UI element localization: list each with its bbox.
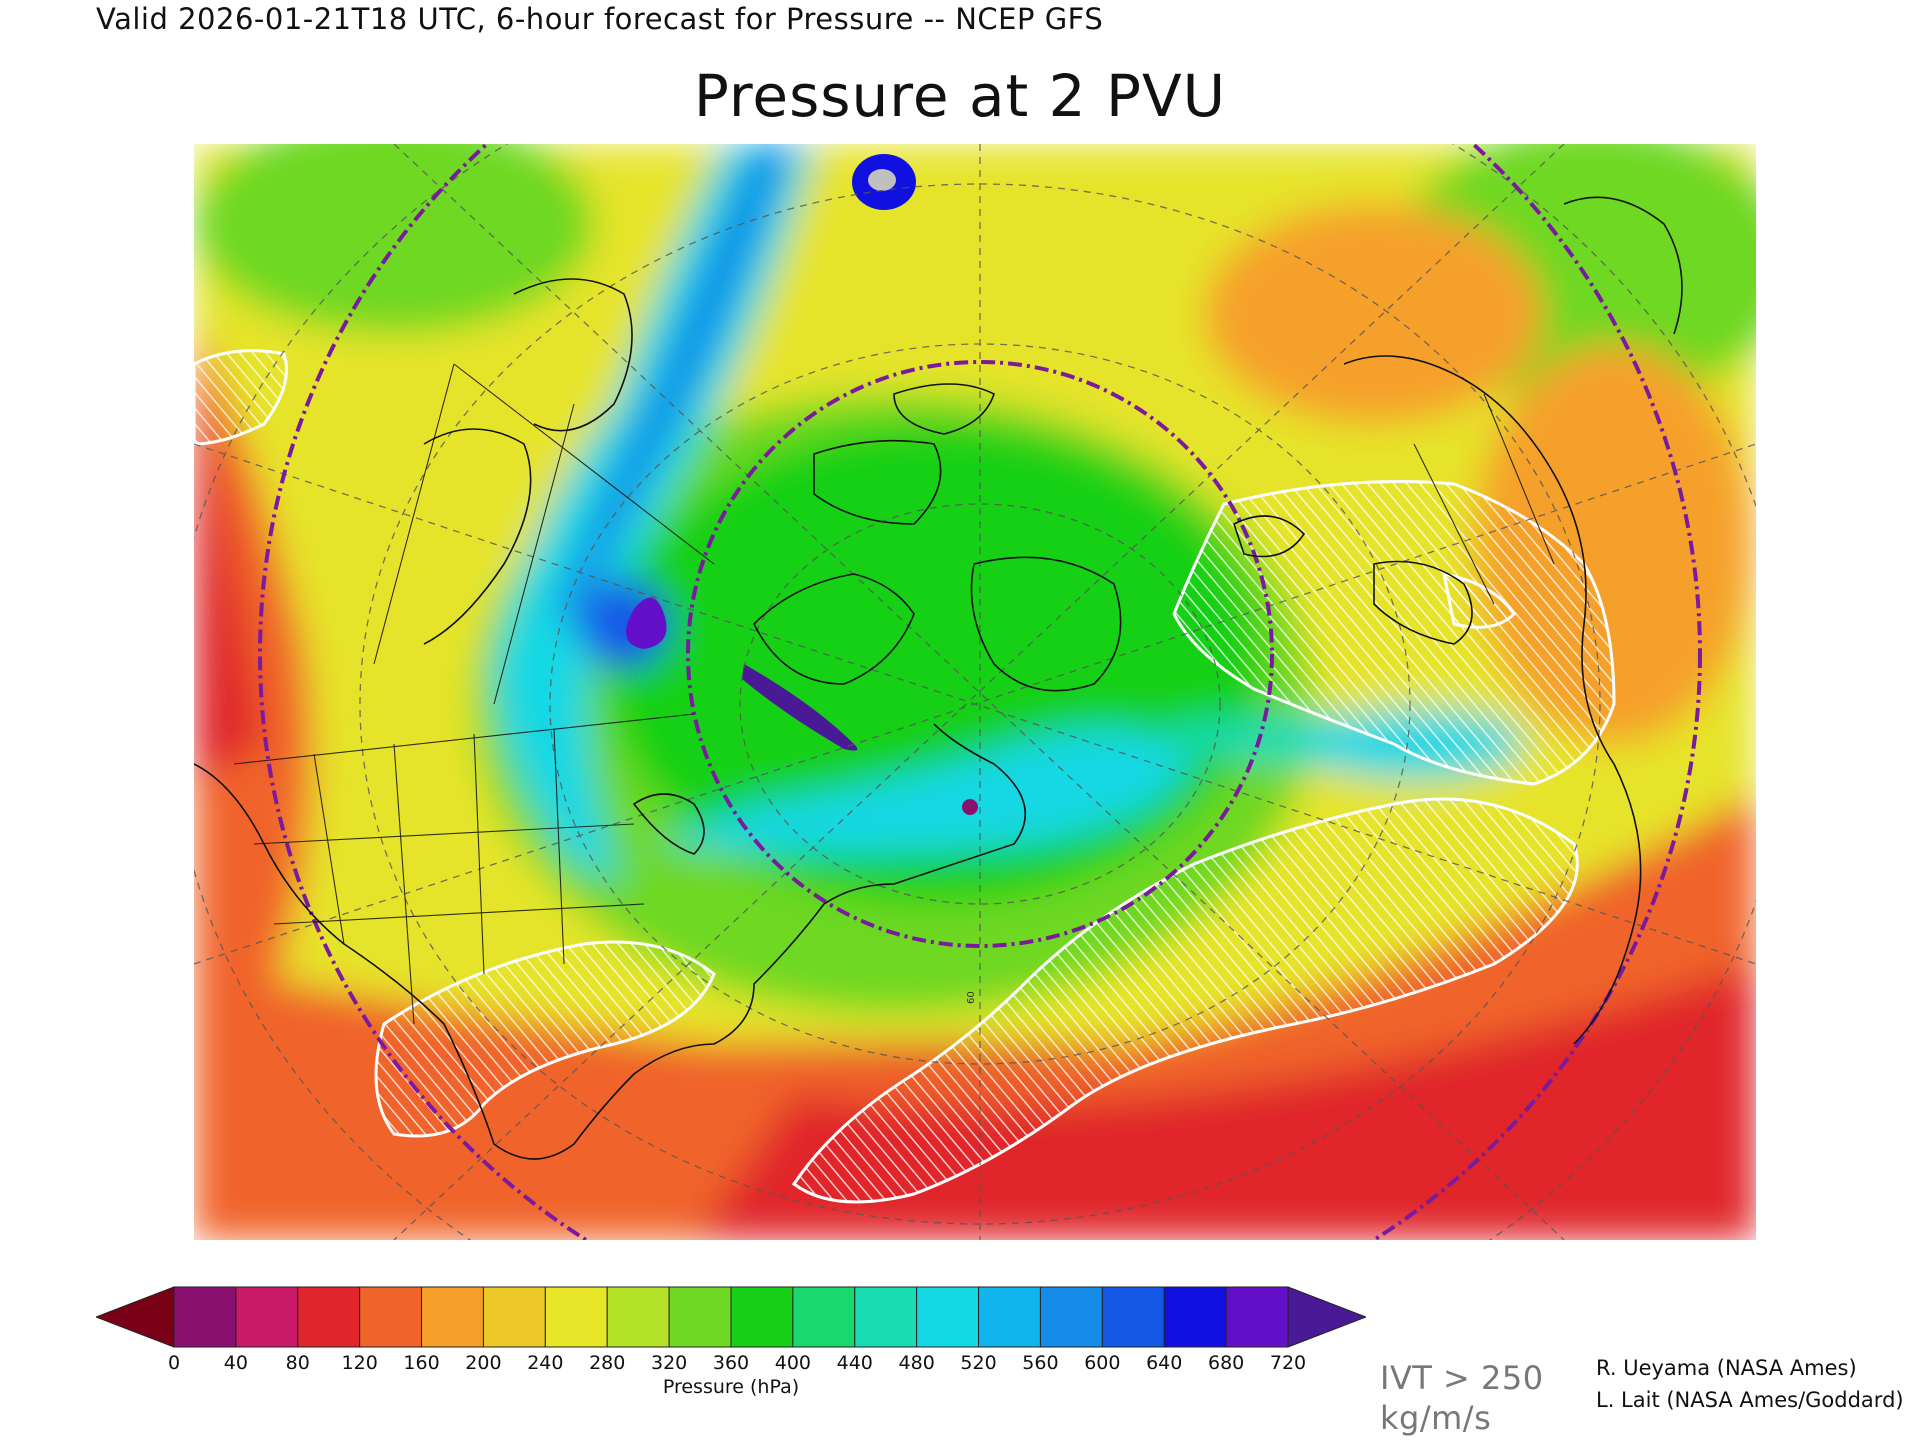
colorbar-tick-label: 520 [960, 1352, 997, 1374]
pressure-map: 60 [194, 144, 1756, 1240]
colorbar-segment [1163, 1286, 1227, 1348]
colorbar-tick-label: 280 [589, 1352, 626, 1374]
colorbar-segment [421, 1286, 484, 1348]
colorbar-segment [173, 1286, 237, 1348]
colorbar-segment [792, 1286, 856, 1348]
colorbar-segment [359, 1286, 423, 1348]
colorbar-tick-label: 360 [712, 1352, 750, 1374]
colorbar-tick-label: 680 [1207, 1352, 1245, 1374]
colorbar-tick-label: 720 [1269, 1352, 1307, 1374]
valid-time-header: Valid 2026-01-21T18 UTC, 6-hour forecast… [96, 2, 1104, 36]
colorbar-tick-label: 0 [167, 1352, 181, 1374]
colorbar-tick-label: 640 [1146, 1352, 1183, 1374]
colorbar-segment [482, 1286, 546, 1348]
colorbar-segment [606, 1286, 670, 1348]
colorbar-segment [235, 1286, 299, 1348]
colorbar-segment [1225, 1286, 1289, 1348]
colorbar-tick-label: 200 [465, 1352, 502, 1374]
colorbar-tick-label: 480 [898, 1352, 935, 1374]
colorbar-segment [730, 1286, 794, 1348]
colorbar-segment [297, 1286, 361, 1348]
colorbar-segment [544, 1286, 608, 1348]
colorbar-tick-label: 240 [527, 1352, 564, 1374]
credit-line-1: R. Ueyama (NASA Ames) [1596, 1356, 1857, 1380]
chart-title: Pressure at 2 PVU [693, 62, 1227, 130]
ivt-legend: IVT > 250 kg/m/s [1380, 1358, 1544, 1438]
colorbar-tick-label: 120 [341, 1352, 378, 1374]
credit-line-2: L. Lait (NASA Ames/Goddard) [1596, 1388, 1904, 1412]
colorbar-tick-label: 320 [650, 1352, 688, 1374]
colorbar-segment [668, 1286, 732, 1348]
colorbar-extend-high [1287, 1286, 1366, 1348]
ivt-units: kg/m/s [1380, 1399, 1492, 1437]
colorbar-segment [854, 1286, 918, 1348]
colorbar-tick-label: 40 [223, 1352, 248, 1374]
colorbar-tick-label: 440 [836, 1352, 873, 1374]
colorbar-tick-label: 80 [285, 1352, 310, 1374]
colorbar-tick-label: 160 [403, 1352, 440, 1374]
colorbar [96, 1286, 1366, 1348]
colorbar-segment [978, 1286, 1041, 1348]
colorbar-segment [1101, 1286, 1165, 1348]
colorbar-tick-label: 400 [774, 1352, 812, 1374]
grid-label: 60 [966, 991, 977, 1004]
colorbar-segment [1039, 1286, 1103, 1348]
colorbar-extend-low [96, 1286, 175, 1348]
colorbar-tick-label: 600 [1084, 1352, 1121, 1374]
credits: R. Ueyama (NASA Ames) L. Lait (NASA Ames… [1596, 1352, 1904, 1416]
colorbar-ticks: 0 40 80 120 160 200 240 280 320 360 400 440 480 520 56… [0, 1352, 1400, 1376]
colorbar-tick-label: 560 [1022, 1352, 1059, 1374]
colorbar-label: Pressure (hPa) [662, 1376, 800, 1398]
ivt-threshold: IVT > 250 [1380, 1359, 1544, 1397]
colorbar-segment [916, 1286, 980, 1348]
